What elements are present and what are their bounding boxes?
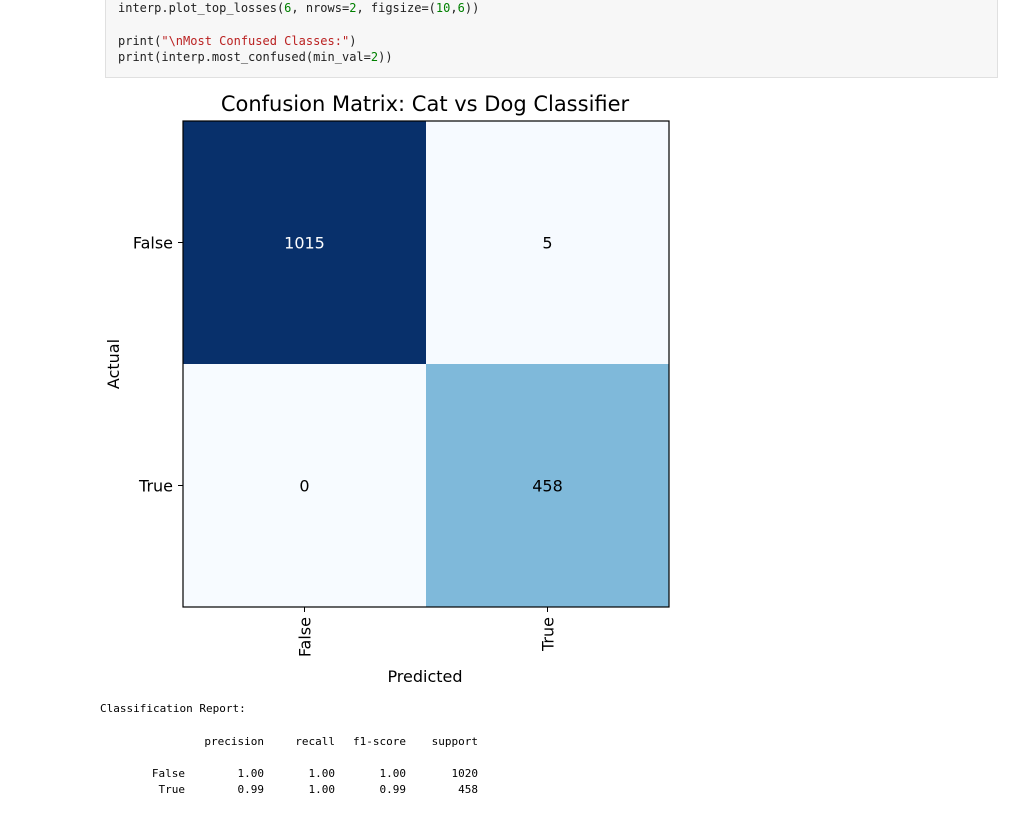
cell-value-label: 1015: [284, 234, 325, 253]
code-line-plot-top-losses: interp.plot_top_losses(6, nrows=2, figsi…: [118, 1, 480, 15]
matrix-cell-true-false: [183, 364, 426, 607]
report-header-f1-score: f1-score: [353, 735, 406, 748]
plot-frame: [182, 120, 670, 608]
code-cell[interactable]: interp.plot_top_losses(6, nrows=2, figsi…: [105, 0, 998, 78]
report-support: 458: [458, 783, 478, 796]
x-axis-label: Predicted: [387, 667, 462, 686]
matrix-cell-true-true: [426, 364, 669, 607]
matrix-cell-false-false: [183, 121, 426, 364]
chart-title: Confusion Matrix: Cat vs Dog Classifier: [221, 92, 630, 116]
code-line-print-header: print("\nMost Confused Classes:"): [118, 34, 357, 48]
report-header-precision: precision: [204, 735, 264, 748]
x-tick-label: True: [539, 617, 558, 652]
y-tick-label: False: [133, 234, 173, 253]
report-title: Classification Report:: [100, 702, 246, 715]
cell-value-label: 5: [542, 234, 552, 253]
matrix-cell-false-true: [426, 121, 669, 364]
report-recall: 1.00: [308, 767, 336, 780]
report-header-support: support: [431, 735, 478, 748]
report-precision: 0.99: [237, 783, 265, 796]
cell-value-label: 0: [299, 477, 309, 496]
report-precision: 1.00: [237, 767, 265, 780]
report-support: 1020: [451, 767, 479, 780]
code-line-most-confused: print(interp.most_confused(min_val=2)): [118, 50, 393, 64]
report-row-label: True: [158, 783, 186, 796]
cell-value-label: 458: [532, 477, 563, 496]
y-tick-label: True: [138, 477, 173, 496]
x-tick-label: False: [296, 617, 315, 657]
report-recall: 1.00: [308, 783, 336, 796]
report-f1: 1.00: [379, 767, 407, 780]
confusion-matrix-chart: Confusion Matrix: Cat vs Dog Classifier …: [104, 92, 670, 686]
report-header-recall: recall: [295, 735, 335, 748]
report-row-label: False: [151, 767, 185, 780]
y-axis-label: Actual: [104, 339, 123, 389]
report-f1: 0.99: [379, 783, 407, 796]
